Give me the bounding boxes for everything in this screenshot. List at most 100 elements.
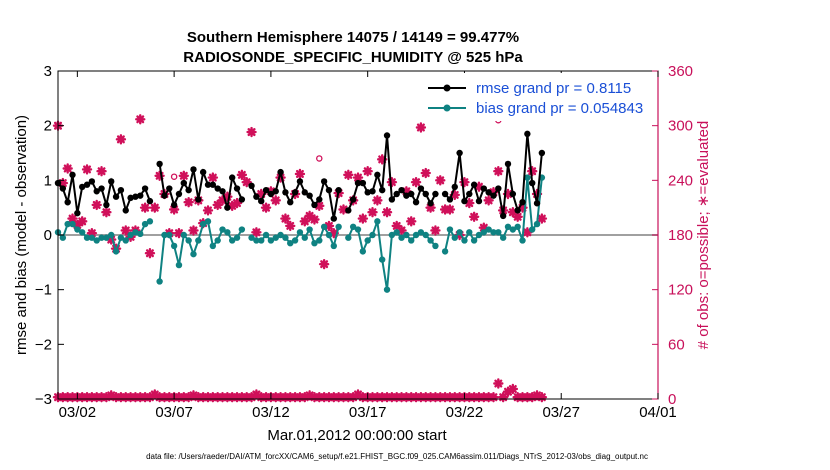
rmse-point	[519, 199, 526, 206]
bias-point	[98, 234, 105, 241]
obs-evaluated-point	[444, 204, 456, 215]
rmse-point	[412, 199, 420, 206]
obs-evaluated-point	[391, 220, 402, 232]
rmse-point	[277, 168, 284, 176]
bias-point	[122, 237, 129, 244]
bias-point	[446, 226, 454, 233]
obs-asterisk-stroke	[310, 215, 319, 224]
obs-evaluated-point	[236, 169, 248, 181]
rmse-point	[195, 196, 202, 203]
obs-asterisk-stroke	[247, 128, 256, 137]
obs-asterisk-stroke	[262, 203, 271, 212]
rmse-point	[330, 215, 338, 222]
rmse-point	[403, 192, 410, 199]
rmse-point	[59, 185, 67, 192]
rmse-point	[258, 197, 265, 205]
bias-point	[132, 229, 139, 236]
bias-point	[466, 229, 473, 236]
obs-asterisk-stroke	[271, 196, 280, 205]
rmse-point	[461, 197, 468, 205]
bias-point	[509, 226, 517, 233]
obs-asterisk-stroke	[431, 226, 440, 235]
obs-evaluated-point	[207, 172, 219, 183]
bias-point	[267, 237, 275, 244]
bias-point	[499, 234, 507, 241]
obs-asterisk-stroke	[286, 221, 295, 230]
obs-asterisk-stroke	[470, 212, 479, 221]
bias-point	[349, 223, 357, 230]
obs-asterisk-stroke	[136, 115, 145, 124]
obs-evaluated-point	[522, 227, 533, 238]
rmse-point	[108, 178, 115, 185]
obs-evaluated-point	[188, 225, 199, 236]
bias-point	[103, 234, 110, 241]
bias-point	[282, 234, 289, 241]
obs-asterisk-stroke	[295, 169, 304, 178]
rmse-point	[378, 186, 386, 194]
rmse-point	[369, 188, 376, 195]
rmse-point	[306, 192, 313, 199]
rmse-point	[132, 193, 139, 200]
bias-point	[59, 234, 67, 241]
obs-evaluated-point	[343, 169, 354, 181]
obs-evaluated-point	[406, 216, 417, 227]
obs-asterisk-stroke	[508, 384, 517, 393]
x-axis-label: Mar.01,2012 00:00:00 start	[267, 427, 447, 444]
rmse-point	[224, 204, 231, 211]
bias-point	[461, 237, 468, 244]
obs-asterisk-stroke	[378, 155, 387, 164]
bias-point	[417, 229, 425, 236]
bias-point	[64, 220, 71, 228]
rmse-point	[422, 190, 429, 198]
rmse-point	[185, 186, 192, 194]
bias-point	[204, 218, 212, 225]
obs-asterisk-stroke	[189, 226, 198, 235]
bias-point	[408, 237, 415, 244]
obs-asterisk-stroke	[121, 226, 130, 235]
y-axis-label: rmse and bias (model - observation)	[13, 115, 30, 355]
obs-asterisk-stroke	[504, 189, 512, 199]
rmse-point	[509, 190, 517, 198]
bias-point	[161, 231, 168, 239]
obs-evaluated-point	[231, 197, 243, 209]
bias-point	[451, 234, 458, 241]
bias-point	[88, 234, 96, 241]
bias-point	[470, 237, 478, 244]
bias-point	[214, 237, 221, 244]
rmse-point	[359, 179, 367, 187]
obs-evaluated-point	[246, 126, 257, 138]
bias-point	[199, 220, 207, 228]
obs-asterisk-stroke	[373, 196, 382, 205]
rmse-point	[74, 209, 81, 217]
obs-evaluated-point	[81, 164, 93, 175]
obs-asterisk-stroke	[252, 390, 261, 399]
bias-point	[166, 231, 173, 239]
obs-asterisk-stroke	[412, 178, 421, 187]
rmse-point	[335, 186, 342, 194]
obs-evaluated-point	[410, 176, 422, 188]
y-tick-label: 0	[44, 227, 52, 244]
rmse-point	[490, 192, 497, 199]
obs-asterisk-stroke	[479, 223, 488, 232]
rmse-point	[238, 196, 246, 203]
rmse-point	[291, 189, 299, 196]
bias-point	[345, 234, 352, 241]
y-right-tick-label: 60	[668, 336, 685, 353]
bias-point	[238, 226, 246, 233]
bias-point	[93, 237, 100, 244]
bias-point	[325, 231, 333, 239]
rmse-point	[190, 166, 197, 173]
bias-point	[301, 234, 308, 241]
bias-point	[388, 231, 396, 239]
bias-point	[195, 237, 202, 244]
bias-point	[480, 229, 488, 236]
y-axis-right-label: # of obs: o=possible; ∗=evaluated	[695, 121, 712, 350]
bias-point	[78, 229, 86, 236]
rmse-point	[320, 178, 328, 185]
obs-evaluated-point	[270, 195, 281, 206]
x-tick-label: 03/07	[155, 404, 193, 421]
rmse-point	[209, 181, 217, 188]
obs-asterisk-stroke	[416, 123, 425, 132]
rmse-point	[466, 190, 473, 198]
obs-evaluated-point	[202, 205, 214, 216]
